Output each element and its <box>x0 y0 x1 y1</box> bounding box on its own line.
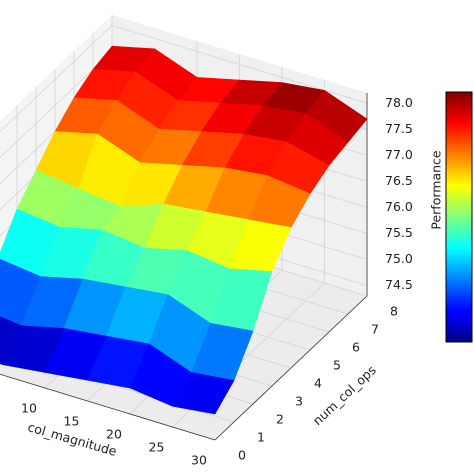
y-tick-label: 4 <box>314 376 322 391</box>
z-tick-label: 77.0 <box>385 147 413 162</box>
colorbar-label: Performance <box>429 150 444 230</box>
y-tick-label: 3 <box>295 394 303 409</box>
z-tick-label: 75.0 <box>385 251 413 266</box>
z-tick-label: 76.0 <box>385 199 413 214</box>
x-tick-label: 25 <box>149 440 165 455</box>
y-tick-label: 8 <box>390 304 398 319</box>
z-tick-label: 78.0 <box>385 95 413 110</box>
x-tick-label: 20 <box>106 427 122 442</box>
y-tick-label: 5 <box>333 358 341 373</box>
x-tick-label: 30 <box>191 453 207 468</box>
grid-line <box>0 51 113 159</box>
y-tick-label: 6 <box>352 340 360 355</box>
y-axis-label: num_col_ops <box>310 362 379 428</box>
z-tick-label: 76.5 <box>385 173 413 188</box>
y-tick-label: 1 <box>257 430 265 445</box>
x-tick-label: 15 <box>64 414 80 429</box>
z-tick-label: 75.5 <box>385 225 413 240</box>
z-tick-label: 77.5 <box>385 121 413 136</box>
axis-line <box>0 373 216 441</box>
x-tick-label: 10 <box>21 401 37 416</box>
y-tick-label: 7 <box>371 322 379 337</box>
y-tick-label: 2 <box>276 412 284 427</box>
colorbar <box>445 91 473 343</box>
axis-line <box>214 295 368 441</box>
y-tick-label: 0 <box>238 448 246 463</box>
surface <box>0 45 368 415</box>
surface-face <box>172 372 235 415</box>
z-tick-label: 74.5 <box>385 277 413 292</box>
grid-line <box>0 25 113 133</box>
